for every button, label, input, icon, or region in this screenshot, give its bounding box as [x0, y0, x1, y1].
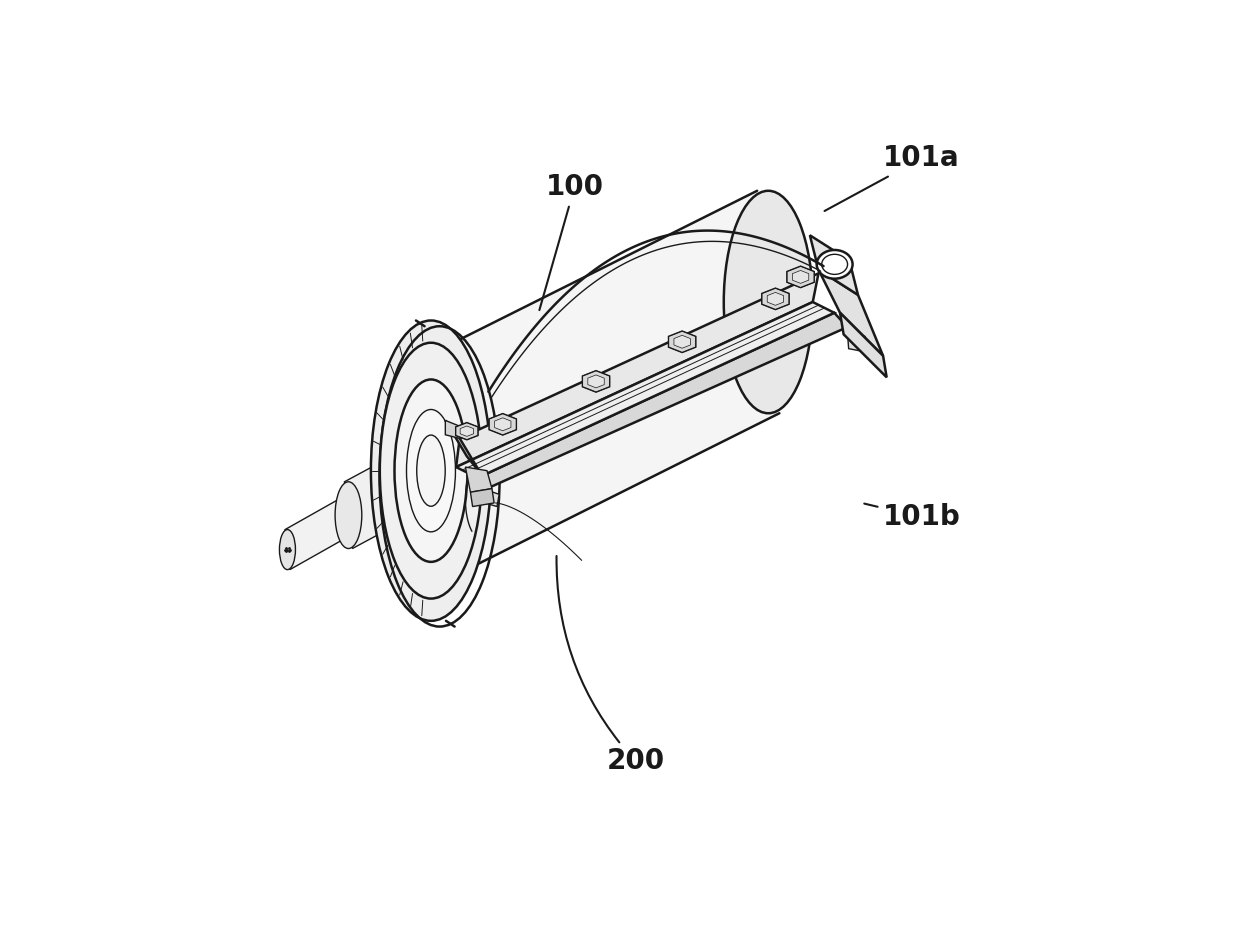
Ellipse shape [279, 529, 295, 569]
Polygon shape [456, 273, 818, 467]
Polygon shape [588, 375, 604, 388]
Polygon shape [477, 313, 847, 488]
Ellipse shape [822, 254, 848, 274]
Text: 101b: 101b [864, 503, 961, 531]
Polygon shape [792, 270, 808, 283]
Polygon shape [847, 329, 867, 352]
Polygon shape [787, 267, 815, 288]
Polygon shape [465, 467, 492, 492]
Polygon shape [495, 418, 511, 431]
Polygon shape [489, 414, 516, 435]
Polygon shape [583, 371, 610, 392]
Ellipse shape [394, 379, 467, 562]
Text: 200: 200 [557, 556, 665, 775]
Ellipse shape [379, 343, 482, 598]
Polygon shape [420, 191, 780, 582]
Text: 100: 100 [539, 173, 604, 310]
Polygon shape [445, 420, 464, 438]
Polygon shape [485, 490, 500, 507]
Polygon shape [818, 269, 883, 356]
Polygon shape [668, 331, 696, 352]
Ellipse shape [417, 435, 445, 506]
Polygon shape [470, 488, 494, 507]
Polygon shape [456, 302, 835, 478]
Polygon shape [768, 293, 784, 306]
Ellipse shape [407, 409, 455, 532]
Polygon shape [675, 336, 691, 349]
Polygon shape [455, 422, 479, 440]
Polygon shape [460, 426, 474, 436]
Polygon shape [345, 437, 435, 549]
Ellipse shape [724, 191, 812, 413]
Polygon shape [445, 420, 481, 474]
Polygon shape [839, 313, 887, 377]
Polygon shape [810, 235, 858, 295]
Polygon shape [285, 495, 351, 569]
Ellipse shape [335, 482, 362, 549]
Ellipse shape [817, 250, 853, 279]
Ellipse shape [371, 321, 491, 621]
Text: 101a: 101a [825, 144, 960, 211]
Polygon shape [761, 288, 789, 309]
